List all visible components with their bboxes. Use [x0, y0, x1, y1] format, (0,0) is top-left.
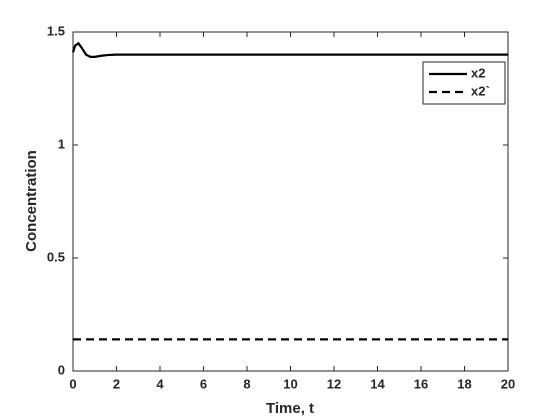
y-tick-label: 1 [58, 136, 65, 151]
legend-box [422, 61, 506, 105]
x-tick-label: 8 [243, 376, 250, 391]
x-tick-label: 4 [156, 376, 164, 391]
y-tick-label: 0.5 [47, 249, 65, 264]
y-tick-label: 0 [58, 362, 65, 377]
x-tick-label: 14 [370, 376, 385, 391]
y-tick-label: 1.5 [47, 23, 65, 38]
x-tick-label: 10 [283, 376, 297, 391]
x-tick-label: 16 [414, 376, 428, 391]
y-axis-label: Concentration [23, 150, 40, 252]
legend-label: x2 [471, 65, 485, 80]
legend-label: x2` [471, 83, 490, 98]
x-axis-label: Time, t [266, 400, 314, 417]
series-line [71, 41, 508, 58]
x-tick-label: 12 [327, 376, 341, 391]
x-tick-label: 20 [501, 376, 515, 391]
x-tick-label: 2 [113, 376, 120, 391]
x-tick-label: 0 [69, 376, 76, 391]
x-tick-label: 18 [457, 376, 471, 391]
x-tick-label: 6 [200, 376, 207, 391]
